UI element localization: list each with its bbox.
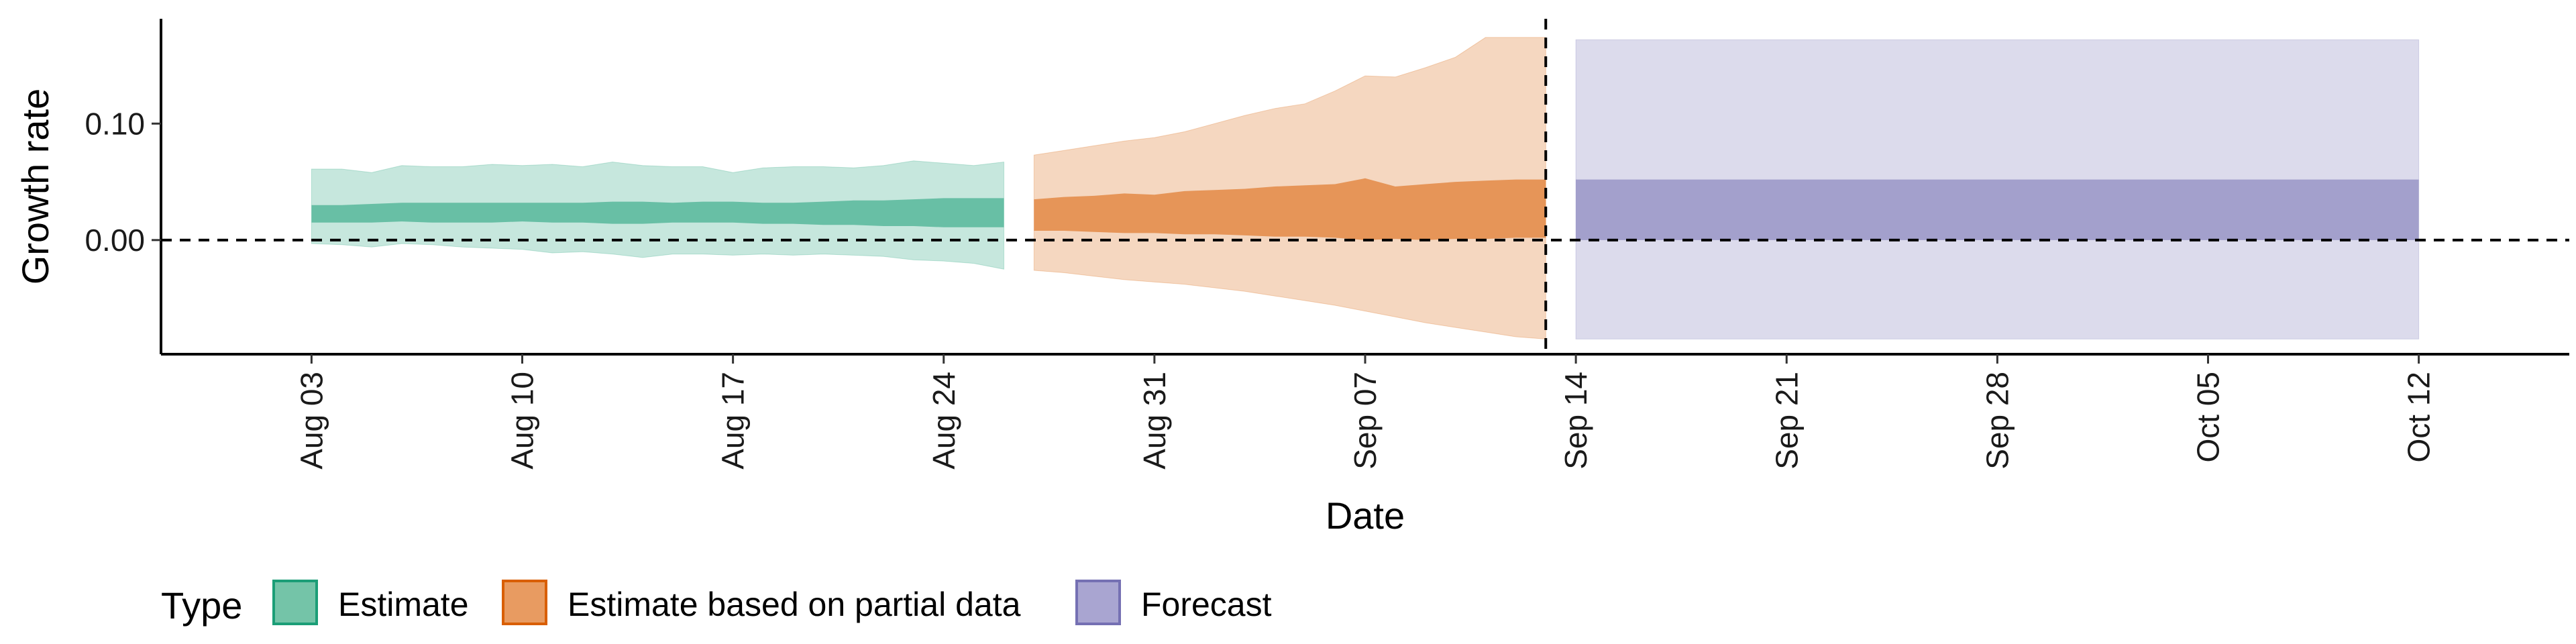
- ribbon-50-estimate-based-on-partial-data: [1034, 178, 1546, 240]
- legend-title: Type: [161, 584, 242, 627]
- y-tick-label: 0.00: [85, 223, 145, 258]
- y-axis-title: Growth rate: [14, 89, 56, 285]
- x-tick-label: Aug 03: [294, 372, 329, 470]
- ribbon-50-estimate: [311, 198, 1004, 227]
- plot-area: [161, 19, 2569, 354]
- legend-swatch-estimate: [272, 580, 318, 625]
- axes: 0.00 0.10 Aug 03 Aug 10 Aug 17 Aug 24 Aug 31 Se…: [85, 19, 2569, 470]
- x-tick-label: Sep 28: [1980, 372, 2015, 470]
- legend: Type Estimate Estimate based on partial d…: [161, 580, 1272, 627]
- legend-label-estimate: Estimate: [338, 586, 469, 623]
- ribbon-50-forecast: [1576, 179, 2419, 240]
- x-tick-label: Sep 21: [1769, 372, 1804, 470]
- x-tick-label: Aug 24: [926, 372, 961, 470]
- x-tick-label: Sep 07: [1348, 372, 1383, 470]
- x-axis-title: Date: [1326, 494, 1405, 537]
- legend-label-estimate-based-on-partial-data: Estimate based on partial data: [568, 586, 1021, 623]
- legend-label-forecast: Forecast: [1141, 586, 1272, 623]
- legend-swatch-estimate-based-on-partial-data: [502, 580, 547, 625]
- x-tick-label: Oct 12: [2402, 372, 2436, 463]
- x-tick-label: Sep 14: [1558, 372, 1593, 470]
- y-tick-label: 0.10: [85, 106, 145, 141]
- x-tick-label: Oct 05: [2191, 372, 2226, 463]
- legend-swatch-forecast: [1075, 580, 1121, 625]
- x-tick-label: Aug 10: [505, 372, 540, 470]
- x-tick-label: Aug 31: [1137, 372, 1172, 470]
- x-tick-label: Aug 17: [716, 372, 751, 470]
